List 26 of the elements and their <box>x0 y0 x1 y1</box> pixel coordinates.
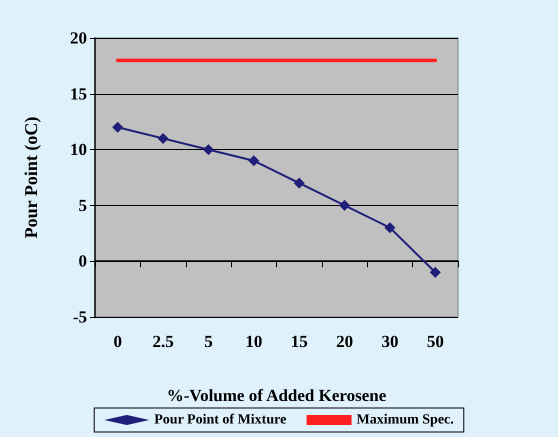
point <box>158 132 169 144</box>
x-tick-label: 20 <box>336 332 354 351</box>
x-tick-label: 5 <box>204 332 213 351</box>
x-tick-label: 10 <box>245 332 262 351</box>
y-tick-label: -5 <box>72 308 87 326</box>
x-tick-label: 2.5 <box>152 332 174 351</box>
y-tick-label: 0 <box>78 252 87 271</box>
x-tick-label: 30 <box>381 332 398 351</box>
y-tick-label: 20 <box>70 28 87 48</box>
point <box>202 144 214 156</box>
point <box>339 200 350 211</box>
legend-label: Pour Point of Mixture <box>154 412 286 428</box>
y-tick-label: 5 <box>78 196 87 215</box>
y-tick-label: 15 <box>70 84 87 104</box>
point <box>294 178 305 189</box>
x-tick-label: 0 <box>113 332 122 351</box>
y-tick-label: 10 <box>70 140 87 160</box>
point <box>248 155 260 166</box>
point <box>112 122 124 133</box>
point <box>430 266 441 278</box>
point <box>384 222 396 234</box>
x-axis-title: %-Volume of Added Kerosene <box>166 386 387 405</box>
x-tick-label: 15 <box>290 332 308 351</box>
y-axis-title: Pour Point (oC) <box>21 116 41 238</box>
x-tick-label: 50 <box>426 332 444 351</box>
legend-label: Maximum Spec. <box>356 412 454 428</box>
